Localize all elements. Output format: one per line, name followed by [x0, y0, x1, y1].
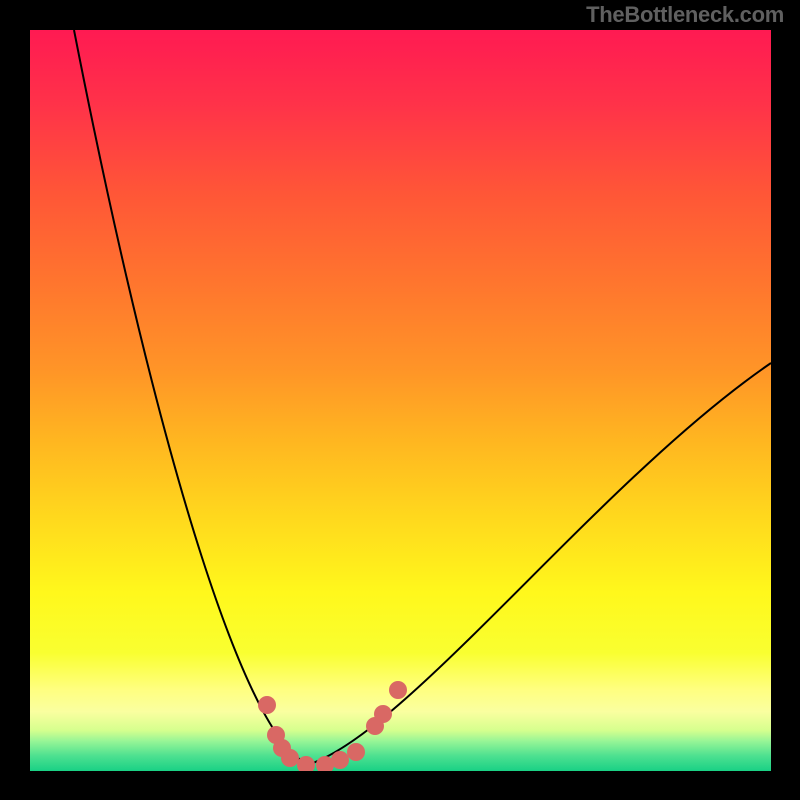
data-marker [374, 705, 392, 723]
bottleneck-plot [30, 30, 771, 771]
data-marker [347, 743, 365, 761]
attribution-text: TheBottleneck.com [586, 2, 784, 28]
data-marker [331, 751, 349, 769]
gradient-background [30, 30, 771, 771]
data-marker [281, 749, 299, 767]
plot-svg [30, 30, 771, 771]
data-marker [389, 681, 407, 699]
data-marker [258, 696, 276, 714]
